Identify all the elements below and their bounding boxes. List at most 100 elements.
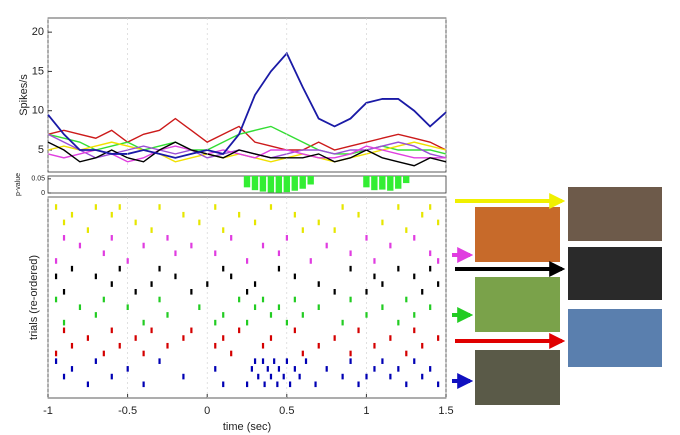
- spike: [142, 319, 145, 326]
- spike: [70, 265, 74, 272]
- spike: [214, 342, 217, 349]
- spike: [405, 381, 408, 388]
- spike: [429, 250, 432, 257]
- spike: [257, 373, 260, 380]
- spike: [166, 235, 169, 241]
- spike: [437, 219, 440, 226]
- y-tick-label: 15: [32, 65, 44, 77]
- spike: [134, 219, 137, 226]
- spike: [126, 366, 129, 372]
- spike: [70, 342, 74, 349]
- spike: [222, 227, 225, 233]
- spike: [182, 373, 185, 380]
- spike: [277, 366, 281, 372]
- spike: [62, 235, 66, 241]
- spike: [78, 242, 82, 249]
- spike: [365, 312, 368, 318]
- bar: [283, 176, 290, 193]
- spike: [301, 350, 304, 357]
- bar: [275, 176, 283, 193]
- spike: [62, 288, 66, 295]
- spike: [263, 381, 266, 388]
- spike: [285, 358, 288, 364]
- spike: [285, 319, 288, 326]
- spike: [413, 358, 416, 364]
- spike: [309, 258, 312, 264]
- spike: [421, 373, 424, 380]
- spike: [413, 235, 416, 241]
- bar: [299, 176, 306, 189]
- spike: [293, 366, 296, 372]
- spike: [429, 265, 432, 272]
- spike: [389, 373, 392, 380]
- spike: [365, 288, 368, 295]
- spike: [301, 312, 304, 318]
- spike: [261, 342, 265, 349]
- spike: [349, 250, 352, 257]
- spike: [246, 319, 249, 326]
- spike: [222, 312, 225, 318]
- spike: [349, 296, 352, 303]
- bar: [243, 176, 251, 188]
- spike: [118, 204, 121, 210]
- spike: [110, 327, 113, 334]
- spike: [317, 219, 320, 226]
- spike: [142, 381, 145, 388]
- spike: [70, 366, 74, 372]
- spike: [150, 227, 153, 233]
- spike: [373, 366, 376, 372]
- spike: [182, 211, 185, 218]
- line: [47, 145, 446, 163]
- spike: [373, 273, 376, 280]
- spike: [198, 219, 201, 226]
- spike: [261, 242, 265, 249]
- bar: [363, 176, 370, 188]
- spike: [266, 366, 269, 372]
- x-axis-label: time (sec): [223, 421, 271, 433]
- bar: [379, 176, 386, 190]
- y-tick-label: 5: [38, 144, 44, 156]
- spike: [269, 312, 273, 318]
- spike: [150, 281, 153, 287]
- bar: [395, 176, 402, 189]
- line: [47, 51, 447, 159]
- spike: [298, 373, 301, 380]
- y-axis-label: p-value: [15, 173, 22, 196]
- bar: [371, 176, 378, 191]
- spike: [174, 273, 177, 280]
- spike: [397, 319, 400, 326]
- spike: [214, 366, 217, 372]
- spike: [397, 204, 400, 210]
- spike: [373, 342, 376, 349]
- spike: [405, 296, 408, 303]
- plots: 5 10 15 20 Spikes/s 0 0.05 p-value -1 -0.5 0 0.5 1 1.…: [15, 17, 454, 433]
- x-tick-label: 1: [363, 405, 369, 417]
- spike: [437, 281, 440, 287]
- image-dog: [475, 277, 560, 332]
- spike: [54, 273, 58, 280]
- spike: [293, 327, 296, 334]
- x-tick-label: -0.5: [118, 405, 137, 417]
- spike: [110, 373, 113, 380]
- spike: [62, 219, 66, 226]
- spike: [405, 227, 408, 233]
- spike: [437, 258, 440, 264]
- spike: [118, 342, 121, 349]
- spike: [304, 358, 308, 364]
- y-tick-label: 20: [32, 26, 44, 38]
- image-person: [568, 187, 662, 241]
- spike: [54, 350, 58, 357]
- spike: [413, 273, 416, 280]
- spike: [397, 265, 400, 272]
- spike: [214, 319, 217, 326]
- spike: [349, 265, 352, 272]
- spike: [273, 358, 276, 364]
- spike: [357, 327, 360, 334]
- spike: [421, 211, 424, 218]
- spike: [349, 358, 352, 364]
- spike: [341, 204, 344, 210]
- spike: [238, 327, 241, 334]
- spike: [174, 250, 177, 257]
- bar: [387, 176, 394, 191]
